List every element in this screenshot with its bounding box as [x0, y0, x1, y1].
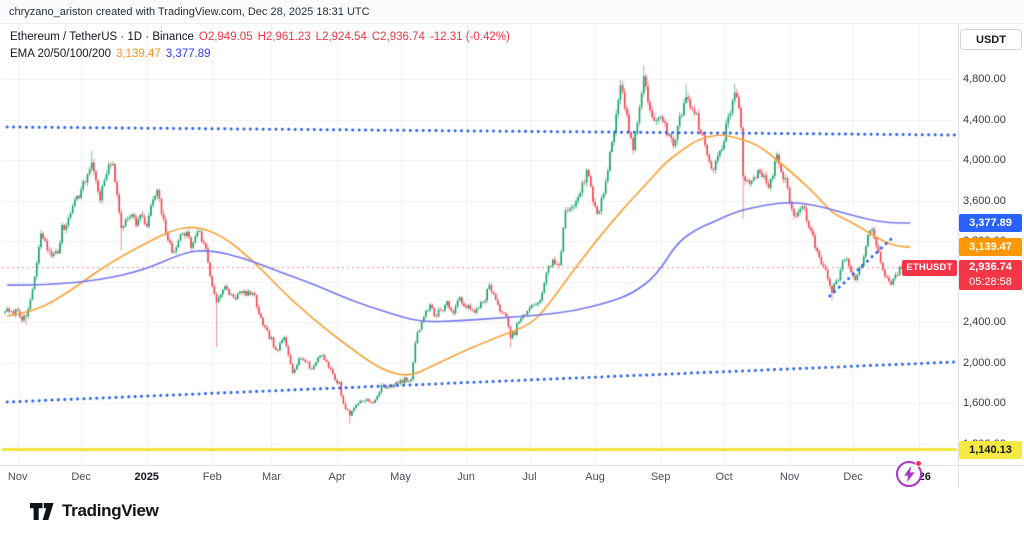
time-axis[interactable]: Nov Dec 2025 Feb Mar Apr May Jun Jul Aug Sep Oct Nov… — [0, 466, 958, 488]
ohlc-high: H2,961.23 — [257, 30, 311, 43]
tradingview-logo[interactable]: TradingView — [30, 501, 159, 521]
ohlc-open: O2,949.05 — [198, 30, 253, 43]
lightning-bolt-icon — [904, 466, 915, 483]
tv-glyph-icon — [30, 502, 54, 520]
price-axis-separator — [958, 24, 959, 488]
price-tag-ema-fast: 3,139.47 — [959, 238, 1022, 257]
price-chart-canvas[interactable] — [0, 24, 958, 465]
chart-legend: Ethereum / TetherUS · 1D · Binance O2,94… — [10, 28, 510, 62]
tv-wordmark: TradingView — [62, 501, 159, 520]
attribution-text: chryzano_ariston created with TradingVie… — [0, 0, 1024, 24]
ema-slow-value: 3,377.89 — [165, 47, 211, 60]
ema-label: EMA 20/50/100/200 — [10, 47, 112, 60]
time-tick-label: Nov — [779, 471, 800, 483]
price-tick-label: 2,400.00 — [963, 316, 1006, 328]
time-tick-label: Sep — [650, 471, 671, 483]
symbol-legend-row[interactable]: Ethereum / TetherUS · 1D · Binance O2,94… — [10, 28, 510, 45]
bar-countdown: 05:28:58 — [969, 275, 1012, 288]
time-tick-label: Dec — [843, 471, 863, 483]
currency-toggle-button[interactable]: USDT — [960, 29, 1022, 50]
price-tag-yellow-level: 1,140.13 — [959, 440, 1022, 459]
time-tick-label: Aug — [585, 471, 605, 483]
chart-region: Ethereum / TetherUS · 1D · Binance O2,94… — [0, 24, 1024, 488]
current-price-value: 2,936.74 — [969, 260, 1012, 273]
time-tick-label: Mar — [262, 471, 281, 483]
time-tick-label: 2025 — [134, 471, 159, 483]
time-axis-separator — [0, 465, 1024, 466]
price-tag-ema-slow: 3,377.89 — [959, 213, 1022, 232]
symbol-tag: ETHUSDT — [902, 259, 957, 276]
change-value: -12.31 (-0.42%) — [429, 30, 510, 43]
time-tick-label: Jun — [457, 471, 475, 483]
time-tick-label: Feb — [202, 471, 222, 483]
time-tick-label: May — [390, 471, 411, 483]
flash-boost-icon[interactable] — [896, 460, 922, 487]
price-tick-label: 4,000.00 — [963, 154, 1006, 166]
page-footer: TradingView — [0, 488, 1024, 539]
time-tick-label: Jul — [522, 471, 537, 483]
price-tag-current: 2,936.74 05:28:58 — [959, 259, 1022, 290]
price-tick-label: 1,600.00 — [963, 397, 1006, 409]
time-tick-label: Nov — [7, 471, 28, 483]
price-tick-label: 3,600.00 — [963, 194, 1006, 207]
symbol-title: Ethereum / TetherUS · 1D · Binance — [10, 30, 194, 43]
price-tick-label: 2,000.00 — [963, 356, 1006, 369]
notification-dot — [915, 460, 922, 467]
time-tick-label: Oct — [715, 471, 733, 483]
price-tick-label: 4,800.00 — [963, 73, 1006, 85]
price-tick-label: 4,400.00 — [963, 113, 1006, 126]
ema-legend-row[interactable]: EMA 20/50/100/200 3,139.47 3,377.89 — [10, 45, 510, 62]
time-tick-label: Apr — [328, 471, 346, 483]
ohlc-close: C2,936.74 — [371, 30, 425, 43]
time-tick-label: Dec — [71, 471, 91, 483]
ema-fast-value: 3,139.47 — [116, 47, 161, 60]
ohlc-low: L2,924.54 — [315, 30, 367, 43]
